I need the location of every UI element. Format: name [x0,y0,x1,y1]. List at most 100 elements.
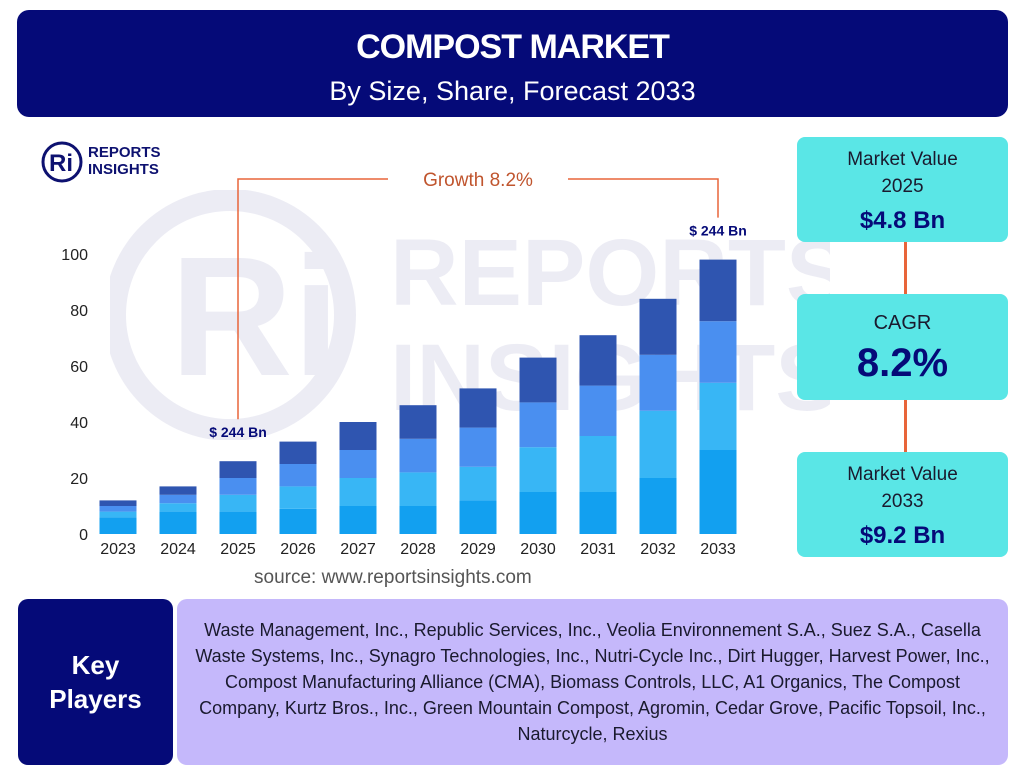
key-players-label-line-2: Players [49,684,142,714]
annotations-group: $ 244 Bn $ 244 Bn [209,223,747,441]
y-tick-label: 20 [70,471,88,488]
kpi-connector [904,242,907,294]
x-tick-label: 2032 [640,541,676,558]
bar-segment-2023-4 [99,500,137,506]
kpi-label: CAGR [873,312,932,334]
bar-segment-2028-3 [399,438,437,473]
bar-segment-2028-1 [399,506,437,534]
kpi-cagr: CAGR 8.2% [797,294,1008,400]
bar-segment-2029-2 [459,466,497,501]
bar-segment-2025-2 [219,494,257,512]
kpi-market-value-2025: Market Value 2025 $4.8 Bn [797,137,1008,242]
kpi-label: Market Value [847,149,958,170]
bar-annotation-2033: $ 244 Bn [689,223,747,239]
bar-segment-2028-2 [399,472,437,506]
key-players-text: Waste Management, Inc., Republic Service… [195,620,990,744]
bar-segment-2031-3 [579,385,617,436]
bar-segment-2024-2 [159,503,197,512]
key-players-list: Waste Management, Inc., Republic Service… [177,599,1008,765]
kpi-value: $9.2 Bn [859,522,946,549]
y-axis: 0 20 40 60 80 100 [61,247,88,544]
y-tick-label: 80 [70,303,88,320]
y-tick-label: 0 [79,527,88,544]
bar-segment-2024-4 [159,486,197,495]
kpi-connector [904,400,907,452]
bar-segment-2023-3 [99,506,137,512]
bar-segment-2033-4 [699,259,737,322]
header-banner: COMPOST MARKET By Size, Share, Forecast … [17,10,1008,117]
bar-segment-2027-3 [339,450,377,478]
x-tick-label: 2031 [580,541,616,558]
logo-line-2: INSIGHTS [88,161,159,178]
svg-text:Ri: Ri [49,150,73,177]
bar-segment-2024-1 [159,511,197,534]
bar-segment-2030-3 [519,402,557,448]
bar-segment-2025-4 [219,461,257,478]
kpi-year: 2025 [881,176,924,197]
y-tick-label: 100 [61,247,88,264]
kpi-value: 8.2% [856,341,949,385]
bar-segment-2031-2 [579,436,617,492]
bar-segment-2025-3 [219,478,257,495]
bar-segment-2032-3 [639,354,677,411]
bar-segment-2032-4 [639,298,677,355]
bar-segment-2032-1 [639,478,677,534]
growth-indicator: Growth 8.2% [237,170,719,420]
bar-segment-2026-2 [279,486,317,509]
x-tick-label: 2028 [400,541,436,558]
logo-line-1: REPORTS [88,144,161,161]
bar-segment-2026-4 [279,441,317,464]
page-title: COMPOST MARKET [356,28,670,66]
x-tick-label: 2024 [160,541,196,558]
bar-segment-2027-2 [339,478,377,506]
bar-segment-2028-4 [399,405,437,439]
brand-logo: Ri REPORTS INSIGHTS [40,140,200,184]
bar-segment-2023-1 [99,517,137,534]
growth-line-left [237,178,388,420]
x-axis: 2023 2024 2025 2026 2027 2028 2029 2030 2031 2032… [100,541,736,558]
growth-line-right [568,178,719,218]
bar-segment-2026-1 [279,508,317,534]
x-tick-label: 2026 [280,541,316,558]
bar-segment-2033-1 [699,450,737,534]
bar-segment-2032-2 [639,410,677,478]
bar-annotation-2025: $ 244 Bn [209,424,267,440]
x-tick-label: 2023 [100,541,136,558]
page-subtitle: By Size, Share, Forecast 2033 [329,76,696,106]
key-players-label-line-1: Key [71,650,120,680]
bar-segment-2024-3 [159,494,197,504]
kpi-market-value-2033: Market Value 2033 $9.2 Bn [797,452,1008,557]
bar-segment-2026-3 [279,464,317,487]
bars-group [99,259,737,534]
bar-segment-2033-3 [699,321,737,383]
svg-text:REPORTS: REPORTS [390,220,830,326]
bar-segment-2030-1 [519,492,557,534]
y-tick-label: 40 [70,415,88,432]
bar-segment-2030-4 [519,357,557,403]
x-tick-label: 2025 [220,541,256,558]
kpi-value: $4.8 Bn [859,207,946,234]
bar-segment-2030-2 [519,447,557,492]
bar-segment-2027-4 [339,422,377,450]
kpi-label: Market Value [847,464,958,485]
bar-segment-2025-1 [219,511,257,534]
x-tick-label: 2030 [520,541,556,558]
source-caption: source: www.reportsinsights.com [254,567,532,588]
x-tick-label: 2033 [700,541,736,558]
bar-segment-2033-2 [699,382,737,450]
bar-segment-2027-1 [339,506,377,534]
growth-label: Growth 8.2% [423,170,533,191]
y-tick-label: 60 [70,359,88,376]
bar-segment-2029-3 [459,427,497,467]
x-tick-label: 2027 [340,541,376,558]
bar-segment-2029-1 [459,500,497,534]
x-tick-label: 2029 [460,541,496,558]
logo-mark-icon: Ri [41,141,83,183]
bar-segment-2023-2 [99,511,137,518]
kpi-year: 2033 [881,491,924,512]
bar-segment-2029-4 [459,388,497,428]
key-players-label: Key Players [18,599,173,765]
bar-segment-2031-4 [579,335,617,386]
svg-text:Ri: Ri [170,222,340,412]
